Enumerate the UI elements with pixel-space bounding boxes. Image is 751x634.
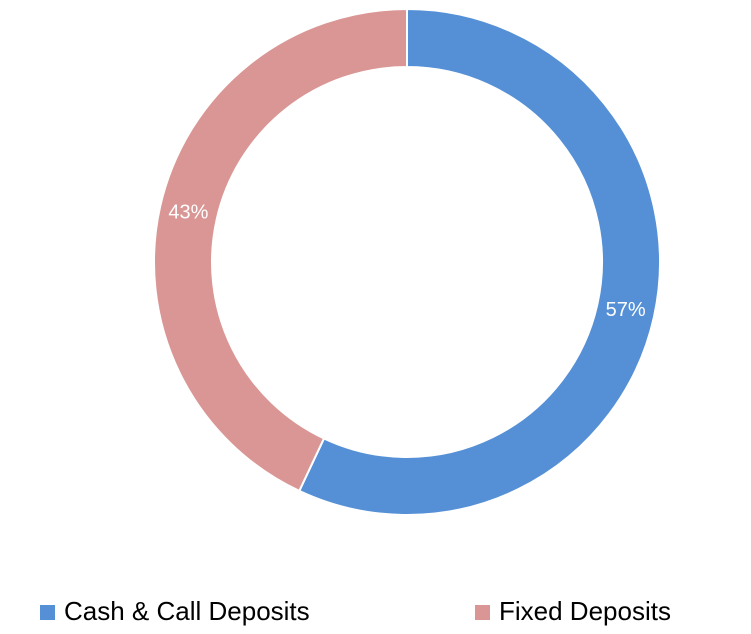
legend-label: Cash & Call Deposits <box>64 596 310 626</box>
data-label: 43% <box>168 201 208 223</box>
data-label: 57% <box>606 299 646 321</box>
slice <box>153 7 408 493</box>
slice <box>297 7 661 516</box>
legend-swatch <box>40 605 55 620</box>
legend-label: Fixed Deposits <box>499 596 671 626</box>
legend-swatch <box>475 605 490 620</box>
